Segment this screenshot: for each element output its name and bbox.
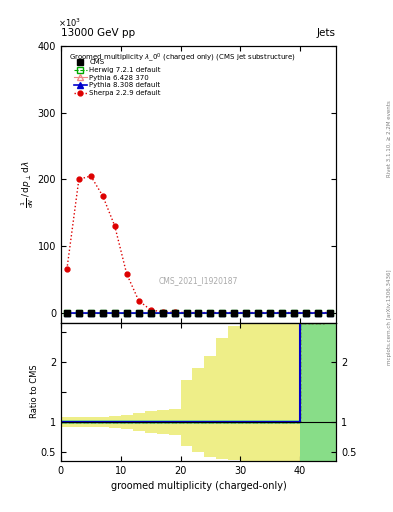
Text: Jets: Jets <box>317 28 336 38</box>
Text: Groomed multiplicity $\lambda\_0^0$ (charged only) (CMS jet substructure): Groomed multiplicity $\lambda\_0^0$ (cha… <box>69 52 296 65</box>
Text: CMS_2021_I1920187: CMS_2021_I1920187 <box>159 276 238 286</box>
X-axis label: groomed multiplicity (charged-only): groomed multiplicity (charged-only) <box>110 481 286 491</box>
Text: mcplots.cern.ch [arXiv:1306.3436]: mcplots.cern.ch [arXiv:1306.3436] <box>387 270 392 365</box>
Text: 13000 GeV pp: 13000 GeV pp <box>61 28 135 38</box>
Y-axis label: Ratio to CMS: Ratio to CMS <box>30 365 39 418</box>
Y-axis label: $\frac{1}{\mathrm{d}N}\,/\,\mathrm{d}p_\perp\,\mathrm{d}\lambda$: $\frac{1}{\mathrm{d}N}\,/\,\mathrm{d}p_\… <box>20 160 36 208</box>
Text: Rivet 3.1.10, ≥ 2.2M events: Rivet 3.1.10, ≥ 2.2M events <box>387 100 392 177</box>
Text: $\times10^3$: $\times10^3$ <box>58 17 81 30</box>
Legend: CMS, Herwig 7.2.1 default, Pythia 6.428 370, Pythia 8.308 default, Sherpa 2.2.9 : CMS, Herwig 7.2.1 default, Pythia 6.428 … <box>73 58 162 98</box>
